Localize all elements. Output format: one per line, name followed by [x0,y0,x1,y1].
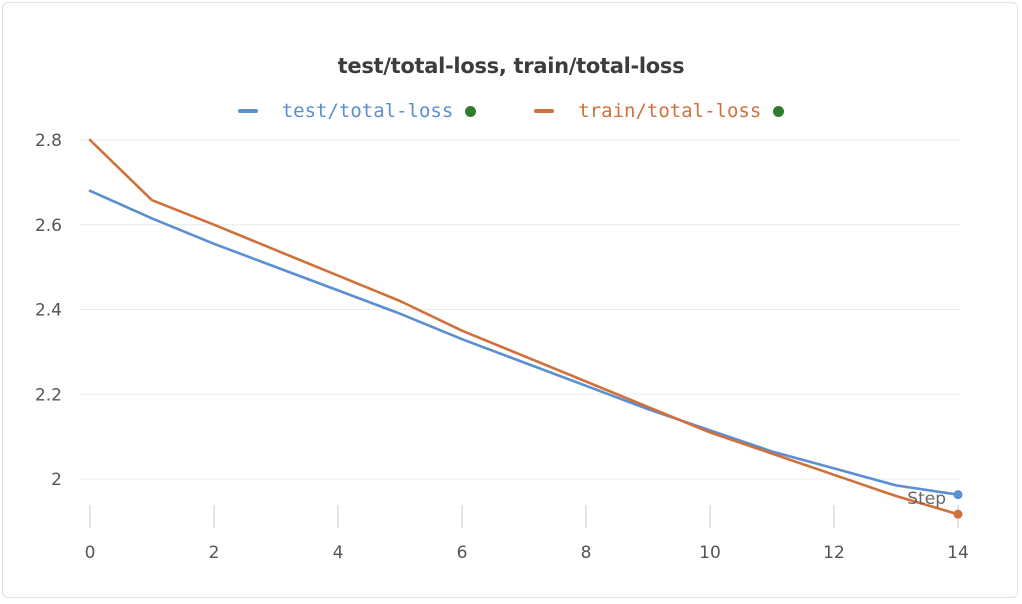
y-tick-label-4: 2.8 [35,131,62,151]
x-tick-label-6: 12 [823,543,845,563]
y-tick-label-0: 2 [51,470,62,490]
y-tick-label-2: 2.4 [35,301,62,321]
legend-entry-train[interactable]: train/total-loss [534,100,785,122]
legend-swatch-train [534,109,555,113]
x-tick-label-0: 0 [85,543,96,563]
x-axis-label: Step [907,489,946,509]
legend-entry-test[interactable]: test/total-loss [237,100,477,122]
series-line-1 [88,138,960,516]
y-tick-label-1: 2.2 [35,385,62,405]
legend: test/total-loss train/total-loss [0,100,1022,122]
x-tick-label-7: 14 [947,543,969,563]
y-tick-label-3: 2.6 [35,216,62,236]
x-tick-label-5: 10 [699,543,721,563]
series-endpoint-0 [953,490,963,500]
series-endpoint-1 [953,509,963,519]
legend-status-dot-train [773,105,785,117]
series-line-0 [88,189,960,497]
x-tick-label-3: 6 [457,543,468,563]
chart-title: test/total-loss, train/total-loss [337,54,685,78]
x-tick-label-2: 4 [333,543,344,563]
legend-label-test: test/total-loss [281,100,454,122]
legend-label-train: train/total-loss [578,100,762,122]
x-tick-label-1: 2 [209,543,220,563]
legend-status-dot-test [465,105,477,117]
x-tick-label-4: 8 [581,543,592,563]
legend-swatch-test [237,109,258,113]
